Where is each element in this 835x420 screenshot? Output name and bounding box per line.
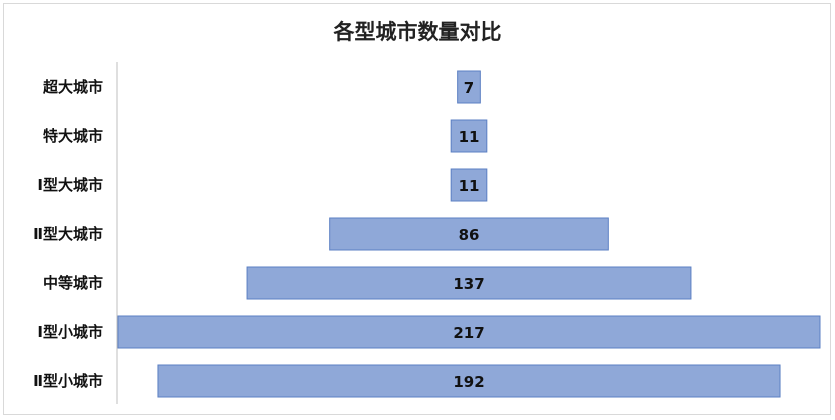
bar xyxy=(450,168,488,202)
bar xyxy=(457,70,481,104)
bar xyxy=(450,119,488,153)
bar xyxy=(157,364,781,398)
bar-value-label: 11 xyxy=(459,128,480,146)
bar xyxy=(329,217,609,251)
category-label: Ⅰ型小城市 xyxy=(37,323,103,341)
bar xyxy=(117,315,821,349)
bar-value-label: 11 xyxy=(459,177,480,195)
bar xyxy=(246,266,692,300)
bar-value-label: 86 xyxy=(459,226,480,244)
chart-title: 各型城市数量对比 xyxy=(333,20,502,44)
bar-value-label: 7 xyxy=(464,79,474,97)
category-label: Ⅱ型大城市 xyxy=(33,225,103,243)
category-label: 中等城市 xyxy=(43,274,103,292)
category-label: Ⅱ型小城市 xyxy=(33,372,103,390)
category-label: Ⅰ型大城市 xyxy=(37,176,103,194)
category-label: 特大城市 xyxy=(43,127,103,145)
bar-value-label: 192 xyxy=(453,373,484,391)
bar-value-label: 217 xyxy=(453,324,484,342)
category-label: 超大城市 xyxy=(42,78,103,96)
bar-value-label: 137 xyxy=(453,275,484,293)
